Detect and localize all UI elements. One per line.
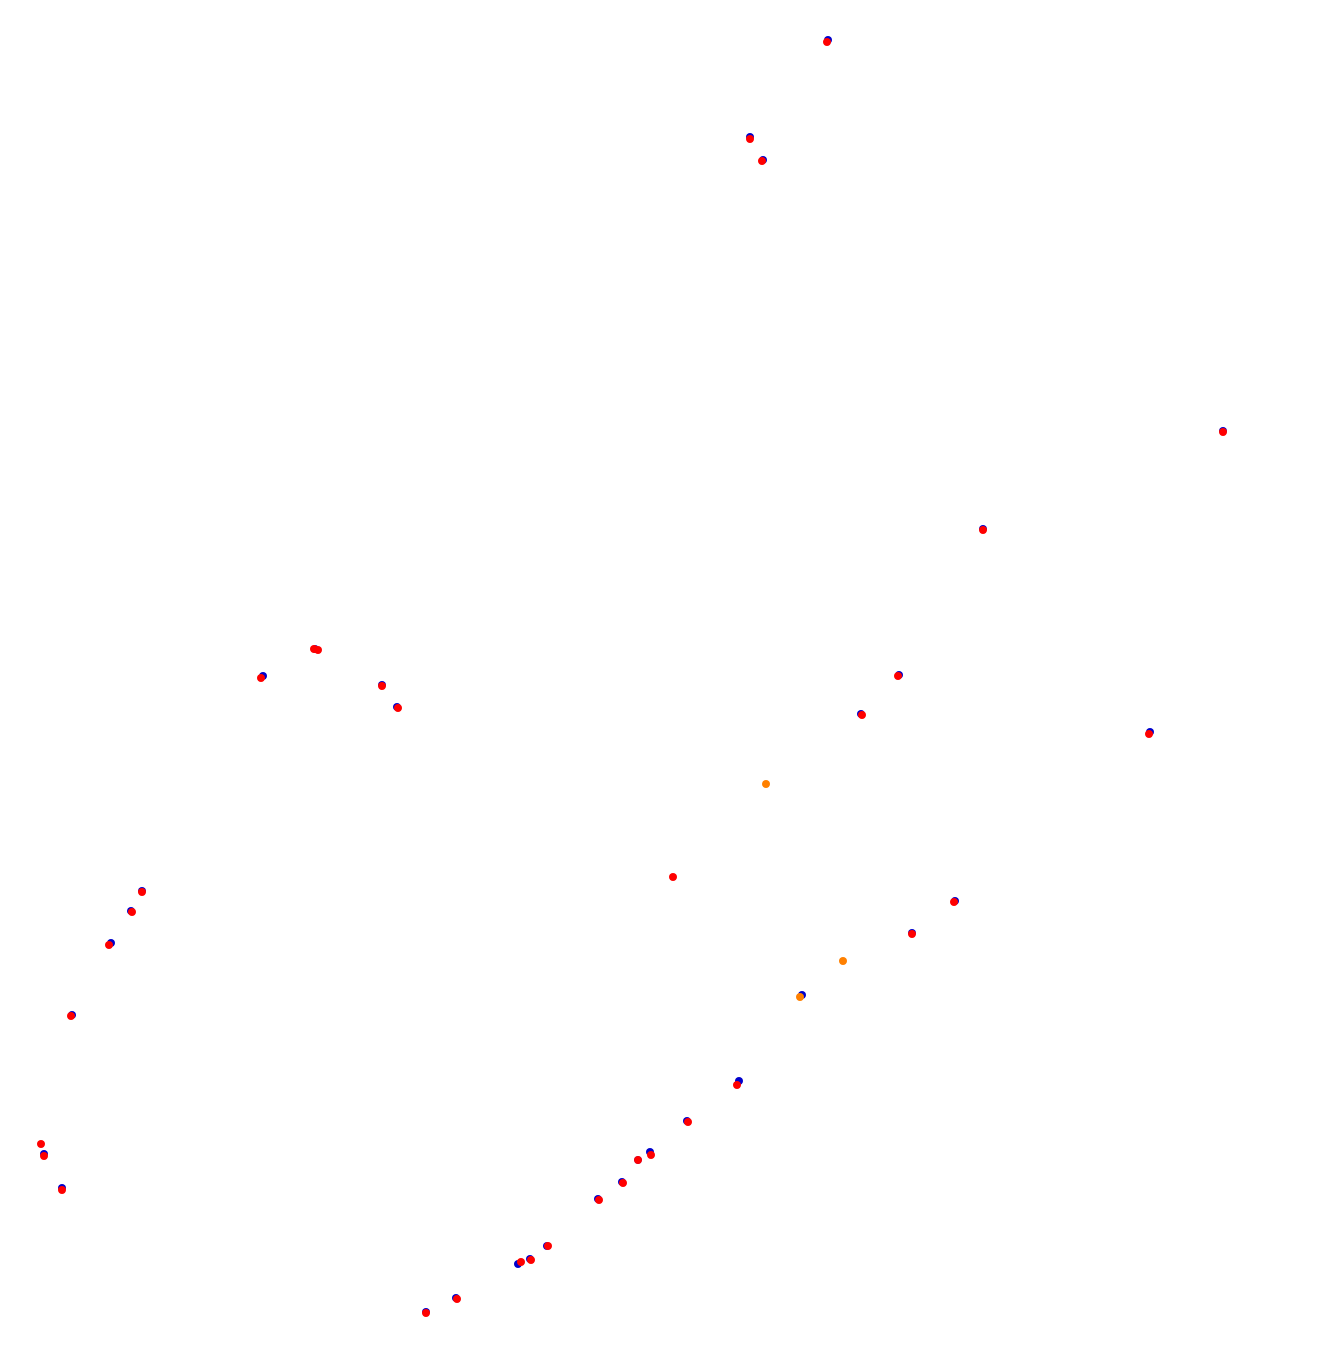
data-point bbox=[647, 1151, 655, 1159]
data-point bbox=[544, 1242, 552, 1250]
data-point bbox=[527, 1256, 535, 1264]
data-point bbox=[762, 780, 770, 788]
data-point bbox=[128, 908, 136, 916]
data-point bbox=[823, 38, 831, 46]
data-point bbox=[839, 957, 847, 965]
data-point bbox=[684, 1118, 692, 1126]
data-point bbox=[105, 941, 113, 949]
data-point bbox=[257, 674, 265, 682]
series-1 bbox=[37, 38, 1227, 1317]
data-point bbox=[669, 873, 677, 881]
data-point bbox=[619, 1179, 627, 1187]
data-point bbox=[422, 1309, 430, 1317]
data-point bbox=[858, 711, 866, 719]
series-layer bbox=[37, 36, 1227, 1317]
data-point bbox=[758, 157, 766, 165]
data-point bbox=[796, 993, 804, 1001]
data-point bbox=[394, 704, 402, 712]
data-point bbox=[595, 1196, 603, 1204]
data-point bbox=[894, 672, 902, 680]
data-point bbox=[67, 1012, 75, 1020]
data-point bbox=[40, 1152, 48, 1160]
data-point bbox=[979, 526, 987, 534]
data-point bbox=[453, 1295, 461, 1303]
data-point bbox=[634, 1156, 642, 1164]
data-point bbox=[746, 135, 754, 143]
data-point bbox=[950, 898, 958, 906]
data-point bbox=[1219, 428, 1227, 436]
data-point bbox=[378, 682, 386, 690]
data-point bbox=[138, 888, 146, 896]
data-point bbox=[908, 930, 916, 938]
data-point bbox=[733, 1081, 741, 1089]
data-point bbox=[37, 1140, 45, 1148]
data-point bbox=[517, 1258, 525, 1266]
data-point bbox=[1145, 730, 1153, 738]
data-point bbox=[58, 1186, 66, 1194]
series-2 bbox=[762, 780, 847, 1001]
data-point bbox=[314, 646, 322, 654]
